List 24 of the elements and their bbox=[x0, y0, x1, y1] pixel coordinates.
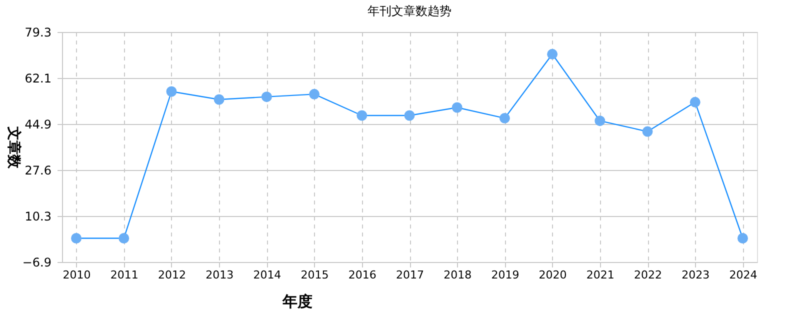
x-tick-label: 2022 bbox=[634, 268, 662, 282]
chart-title: 年刊文章数趋势 bbox=[368, 4, 452, 18]
y-axis-title: 文章数 bbox=[5, 126, 22, 170]
y-tick-label: −6.9 bbox=[22, 256, 52, 270]
x-tick-label: 2021 bbox=[586, 268, 614, 282]
x-tick-label: 2014 bbox=[253, 268, 282, 282]
y-tick-label: 79.3 bbox=[24, 26, 52, 40]
x-tick-label: 2023 bbox=[682, 268, 710, 282]
x-tick-label: 2013 bbox=[206, 268, 234, 282]
y-tick-label: 44.9 bbox=[24, 117, 52, 132]
y-tick-label: 10.3 bbox=[24, 210, 52, 224]
x-tick-label: 2015 bbox=[300, 268, 329, 282]
x-tick-label: 2018 bbox=[444, 268, 472, 282]
x-tick-label: 2016 bbox=[348, 268, 376, 282]
x-tick-label: 2011 bbox=[110, 268, 138, 282]
y-tick-label: 62.1 bbox=[24, 71, 52, 86]
x-tick-label: 2012 bbox=[158, 268, 186, 282]
x-tick-label: 2024 bbox=[729, 268, 758, 282]
x-tick-label: 2020 bbox=[538, 268, 567, 282]
y-tick-label: 27.6 bbox=[24, 163, 52, 178]
x-tick-label: 2017 bbox=[396, 268, 424, 282]
x-tick-label: 2010 bbox=[62, 268, 91, 282]
x-tick-label: 2019 bbox=[491, 268, 520, 282]
x-axis-title: 年度 bbox=[282, 292, 312, 310]
